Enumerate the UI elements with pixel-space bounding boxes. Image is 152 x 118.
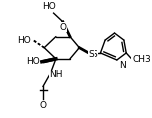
Text: S: S bbox=[89, 51, 95, 59]
Text: NH: NH bbox=[49, 70, 63, 79]
Text: N: N bbox=[119, 61, 126, 70]
Text: O: O bbox=[59, 23, 66, 32]
Text: S: S bbox=[92, 50, 97, 59]
Text: HO: HO bbox=[43, 2, 56, 11]
Text: CH3: CH3 bbox=[133, 55, 151, 65]
Text: O: O bbox=[40, 101, 47, 110]
Text: HO: HO bbox=[26, 57, 40, 66]
Text: HO: HO bbox=[17, 36, 31, 45]
